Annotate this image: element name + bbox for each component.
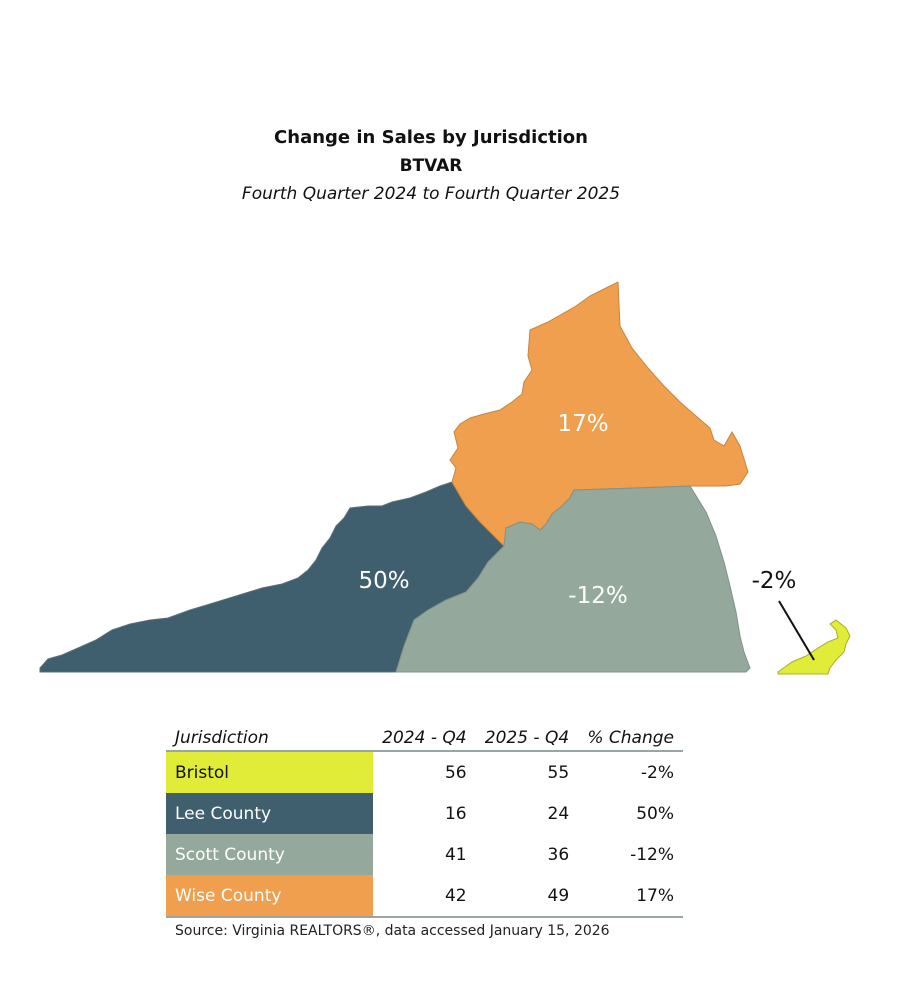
label-wise-county: 17%	[557, 411, 608, 437]
row-jurisdiction-cell: Scott County	[166, 834, 373, 875]
row-change-cell: -2%	[640, 762, 674, 783]
row-2024-q4-cell: 42	[373, 875, 476, 918]
map-title: Change in Sales by Jurisdiction	[274, 127, 588, 148]
map-period: Fourth Quarter 2024 to Fourth Quarter 20…	[241, 184, 621, 204]
header-percent-change: % Change	[578, 720, 683, 752]
row-2025-q4-cell: 36	[547, 844, 570, 865]
row-jurisdiction-cell: Lee County	[166, 793, 373, 834]
row-2025-q4-cell: 49	[475, 875, 579, 918]
label-bristol: -2%	[752, 568, 797, 594]
header-jurisdiction: Jurisdiction	[166, 720, 373, 752]
row-2024-q4-cell: 41	[444, 844, 467, 865]
table-row: Bristol 56 55 -2%	[166, 751, 683, 793]
title-block: Change in Sales by Jurisdiction BTVAR Fo…	[0, 124, 862, 208]
row-2024-q4-cell: 56	[444, 762, 467, 783]
table-header-row: Jurisdiction 2024 - Q4 2025 - Q4 % Chang…	[166, 720, 683, 752]
region-bristol[interactable]	[777, 619, 851, 675]
table-row: Wise County 42 49 17%	[166, 875, 683, 918]
bristol-leader-line	[778, 600, 815, 661]
row-jurisdiction-cell: Wise County	[166, 875, 373, 918]
sales-table: Jurisdiction 2024 - Q4 2025 - Q4 % Chang…	[166, 720, 683, 918]
map-subtitle: BTVAR	[399, 156, 463, 176]
header-2025-q4: 2025 - Q4	[475, 720, 579, 752]
table-row: Scott County 41 36 -12%	[166, 834, 683, 875]
header-2024-q4: 2024 - Q4	[373, 720, 476, 752]
source-note: Source: Virginia REALTORS®, data accesse…	[175, 923, 610, 939]
table-row: Lee County 16 24 50%	[166, 793, 683, 834]
row-2024-q4-cell: 16	[444, 803, 467, 824]
row-jurisdiction-cell: Bristol	[166, 751, 373, 793]
label-scott-county: -12%	[568, 583, 627, 609]
row-2025-q4-cell: 55	[547, 762, 570, 783]
row-change-cell: 50%	[636, 803, 674, 824]
row-change-cell: -12%	[630, 844, 674, 865]
region-scott-county[interactable]	[395, 485, 751, 673]
row-change-cell: 17%	[578, 875, 683, 918]
label-lee-county: 50%	[358, 568, 409, 594]
row-2025-q4-cell: 24	[547, 803, 570, 824]
